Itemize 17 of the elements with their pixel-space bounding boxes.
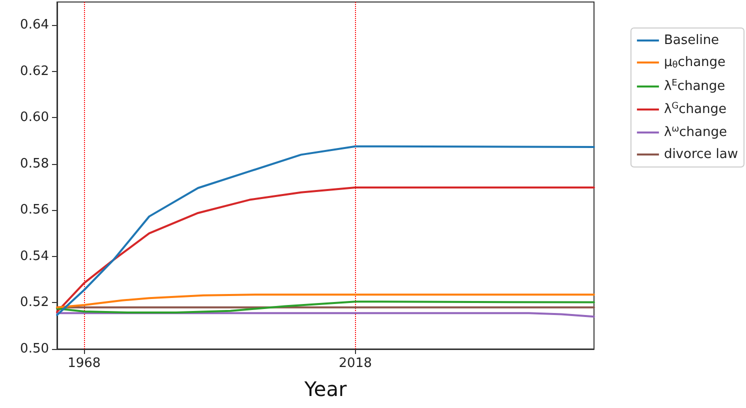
line-series — [56, 186, 595, 313]
y-tick-label: 0.54 — [20, 248, 49, 264]
line-series — [56, 294, 595, 308]
line-series — [56, 145, 595, 316]
line-series — [56, 300, 595, 314]
x-tick-label: 2018 — [338, 356, 372, 371]
x-axis-title: Year — [303, 377, 348, 401]
y-tick-label: 0.64 — [20, 18, 49, 33]
legend-label: Baseline — [664, 33, 720, 48]
legend-label: divorce law — [664, 147, 738, 162]
y-tick-label: 0.62 — [20, 64, 49, 79]
y-tick-label: 0.58 — [20, 156, 49, 172]
y-tick-label: 0.60 — [20, 110, 49, 126]
y-tick-label: 0.50 — [20, 342, 49, 356]
y-tick-label: 0.56 — [20, 202, 49, 218]
x-tick-label: 1968 — [68, 356, 101, 371]
y-tick-label: 0.52 — [20, 295, 49, 310]
